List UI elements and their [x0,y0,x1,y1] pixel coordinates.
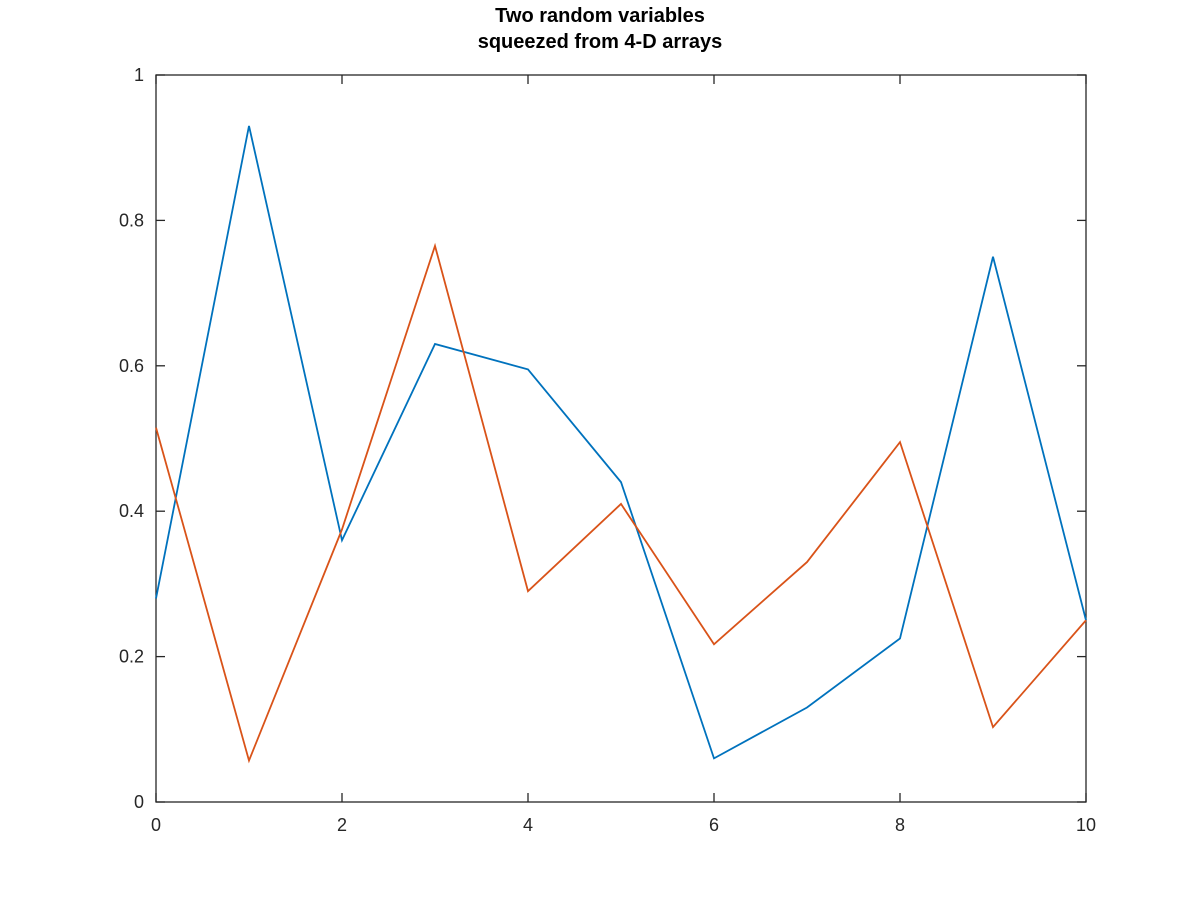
x-tick-label: 4 [523,815,533,835]
x-tick-label: 0 [151,815,161,835]
axis-ticks: 0 2 4 6 8 10 0 0.2 0.4 0.6 0.8 1 [119,65,1096,835]
y-tick-label: 0.4 [119,501,144,521]
y-tick-label: 0 [134,792,144,812]
y-tick-label: 0.8 [119,210,144,230]
x-tick-label: 6 [709,815,719,835]
y-tick-label: 0.6 [119,356,144,376]
chart-title-line-1: Two random variables [495,5,705,27]
x-tick-label: 2 [337,815,347,835]
series-layer [155,125,1087,764]
series-line-1 [155,125,1087,760]
series-line-2 [155,242,1087,764]
y-tick-label: 1 [134,65,144,85]
chart-title-line-2: squeezed from 4-D arrays [477,31,723,53]
plot-area-border [155,74,1087,803]
y-tick-label: 0.2 [119,647,144,667]
x-tick-label: 8 [895,815,905,835]
x-tick-label: 10 [1076,815,1096,835]
